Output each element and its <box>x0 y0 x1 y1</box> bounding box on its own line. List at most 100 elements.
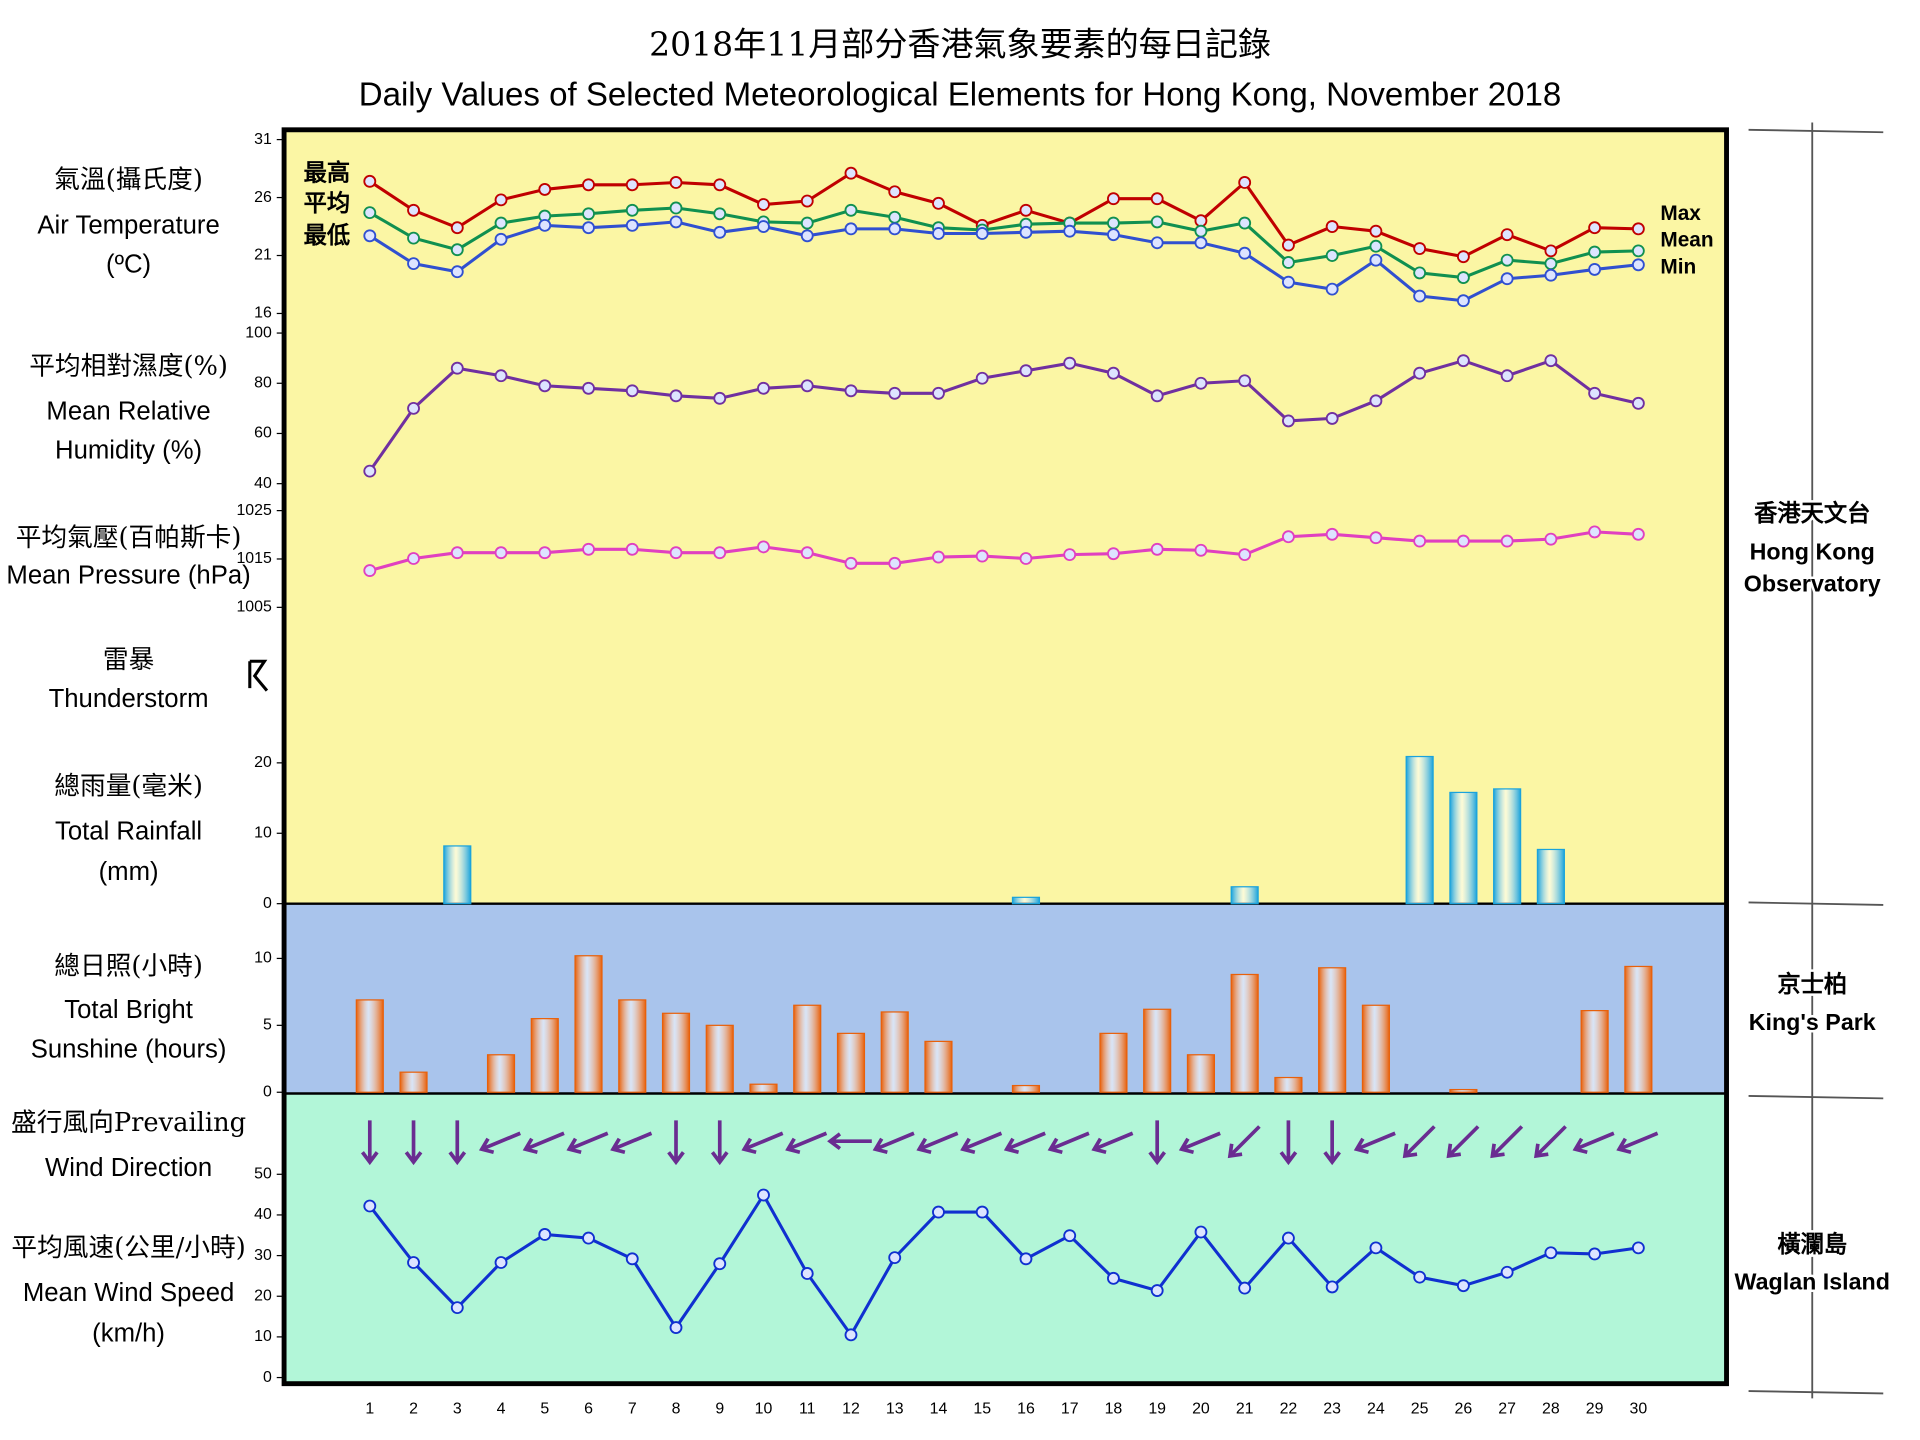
wind-arrow <box>741 1131 784 1155</box>
data-point <box>1631 244 1645 258</box>
bar <box>1011 896 1041 905</box>
station-name-zh: 京士柏 <box>1777 971 1847 998</box>
wind-arrow <box>1003 1131 1046 1155</box>
data-point <box>1019 225 1033 239</box>
data-point <box>932 227 945 240</box>
data-point <box>1281 275 1295 289</box>
data-point <box>1150 236 1164 250</box>
data-point <box>1500 534 1514 548</box>
axis-label: (ºC) <box>106 251 151 279</box>
data-point <box>888 210 902 224</box>
data-point <box>975 549 989 563</box>
data-point <box>1631 527 1645 541</box>
data-point <box>1194 376 1208 390</box>
data-point <box>1456 534 1470 548</box>
thunderstorm-symbol <box>248 659 269 692</box>
data-point <box>1107 547 1120 561</box>
data-point <box>888 556 902 570</box>
wind-arrow <box>610 1131 653 1155</box>
bar <box>1011 1084 1041 1093</box>
wind-arrow <box>1572 1131 1615 1155</box>
bar <box>1580 1010 1609 1093</box>
x-tick-label: 22 <box>1280 1401 1298 1418</box>
data-point <box>582 381 595 395</box>
panel-yellow <box>284 129 1727 904</box>
axis-label: 平均氣壓(百帕斯卡) <box>16 523 242 553</box>
data-point <box>407 552 420 565</box>
bar <box>836 1032 866 1093</box>
data-point <box>1019 552 1033 565</box>
legend-label-zh: 最高 <box>304 159 351 186</box>
data-point <box>1281 238 1295 252</box>
data-point <box>1019 364 1033 378</box>
data-point <box>1369 224 1383 238</box>
data-point <box>1107 228 1120 242</box>
data-point <box>1238 216 1252 230</box>
data-point <box>538 546 552 560</box>
x-tick-label: 26 <box>1455 1401 1473 1418</box>
data-point <box>625 203 639 217</box>
station-name: Waglan Island <box>1735 1268 1890 1294</box>
bar <box>661 1012 691 1093</box>
data-point <box>1456 1279 1470 1293</box>
bar <box>1405 755 1434 905</box>
y-tick-label: 30 <box>254 1247 272 1264</box>
data-point <box>1281 530 1295 544</box>
bar <box>1143 1008 1172 1093</box>
y-tick-label: 0 <box>263 1369 272 1386</box>
title-zh: 2018年11月部分香港氣象要素的每日記錄 <box>649 25 1271 64</box>
data-point <box>407 231 420 245</box>
data-point <box>625 542 639 556</box>
y-tick-label: 60 <box>254 425 272 442</box>
data-point <box>1369 1241 1383 1255</box>
data-point <box>1063 548 1077 562</box>
data-point <box>975 1205 989 1219</box>
x-tick-label: 14 <box>930 1401 948 1418</box>
data-point <box>494 216 508 230</box>
data-point <box>1194 236 1208 250</box>
y-tick-label: 26 <box>254 189 272 206</box>
data-point <box>1631 396 1645 410</box>
y-tick-label: 10 <box>254 1328 272 1345</box>
station-name: Hong Kong <box>1750 539 1875 565</box>
data-point <box>844 203 858 217</box>
data-point <box>1588 221 1602 235</box>
station-sep <box>1748 901 1884 906</box>
data-point <box>1150 192 1164 206</box>
data-point <box>538 218 552 232</box>
data-point <box>1325 220 1339 233</box>
x-tick-label: 23 <box>1323 1401 1341 1418</box>
y-tick-label: 20 <box>254 1287 272 1304</box>
data-point <box>669 1321 683 1334</box>
data-point <box>582 1231 595 1245</box>
data-point <box>538 1228 552 1241</box>
y-tick-label: 1025 <box>236 502 272 519</box>
y-tick-label: 50 <box>254 1165 272 1182</box>
data-point <box>800 194 814 208</box>
data-point <box>1544 244 1558 258</box>
data-point <box>800 546 814 560</box>
wind-arrow <box>1446 1125 1480 1159</box>
axis-label: Sunshine (hours) <box>31 1035 227 1063</box>
data-point <box>975 371 989 385</box>
data-point <box>1544 257 1558 271</box>
data-line <box>368 1192 1639 1338</box>
data-point <box>1588 245 1602 259</box>
axis-label: Wind Direction <box>45 1154 212 1182</box>
bar <box>530 1018 559 1093</box>
data-point <box>363 174 377 188</box>
axis-label: 總雨量(毫米) <box>54 771 203 801</box>
data-point <box>844 166 858 180</box>
legend-label: Mean <box>1660 229 1713 252</box>
data-point <box>1413 242 1427 255</box>
data-point <box>1325 411 1339 425</box>
data-point <box>1194 543 1208 557</box>
data-point <box>1456 250 1470 264</box>
y-tick-label: 10 <box>254 950 272 967</box>
wind-arrow <box>522 1131 565 1155</box>
data-point <box>450 265 464 279</box>
data-point <box>932 1205 945 1219</box>
data-point <box>363 229 377 243</box>
y-tick-label: 40 <box>254 1206 272 1223</box>
